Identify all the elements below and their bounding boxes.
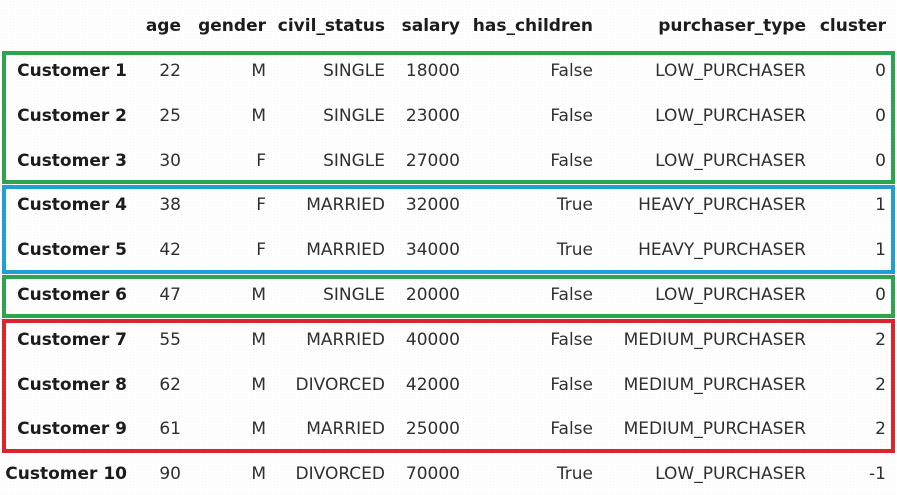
cell-salary: 25000 bbox=[405, 419, 460, 439]
cell-gender: M bbox=[251, 285, 266, 305]
cell-purchaser-type: MEDIUM_PURCHASER bbox=[623, 419, 806, 439]
cell-age: 42 bbox=[159, 240, 181, 260]
cell-cluster: 0 bbox=[875, 106, 886, 126]
cell-age: 55 bbox=[159, 330, 181, 350]
cell-gender: F bbox=[256, 151, 266, 171]
cell-has-children: True bbox=[556, 240, 593, 260]
cluster-1-highlight-box bbox=[2, 185, 895, 274]
row-index-label: Customer 9 bbox=[17, 419, 127, 439]
cell-salary: 34000 bbox=[405, 240, 460, 260]
cell-has-children: False bbox=[550, 375, 593, 395]
cell-has-children: False bbox=[550, 330, 593, 350]
cell-age: 47 bbox=[159, 285, 181, 305]
cell-gender: M bbox=[251, 330, 266, 350]
row-index-label: Customer 5 bbox=[17, 240, 127, 260]
cell-cluster: 2 bbox=[875, 419, 886, 439]
cell-salary: 23000 bbox=[405, 106, 460, 126]
cell-age: 61 bbox=[159, 419, 181, 439]
cell-age: 38 bbox=[159, 195, 181, 215]
cell-civil-status: SINGLE bbox=[323, 151, 385, 171]
cell-salary: 42000 bbox=[405, 375, 460, 395]
cell-civil-status: DIVORCED bbox=[295, 375, 385, 395]
cell-civil-status: MARRIED bbox=[306, 195, 385, 215]
cell-purchaser-type: LOW_PURCHASER bbox=[655, 464, 806, 484]
cell-civil-status: SINGLE bbox=[323, 285, 385, 305]
column-header-civil-status: civil_status bbox=[277, 16, 385, 36]
column-header-purchaser-type: purchaser_type bbox=[658, 16, 806, 36]
cell-cluster: 0 bbox=[875, 285, 886, 305]
cell-salary: 70000 bbox=[405, 464, 460, 484]
cell-civil-status: SINGLE bbox=[323, 61, 385, 81]
row-index-label: Customer 3 bbox=[17, 151, 127, 171]
cell-has-children: False bbox=[550, 151, 593, 171]
cell-civil-status: MARRIED bbox=[306, 419, 385, 439]
cluster-2-highlight-box bbox=[2, 319, 895, 453]
row-index-label: Customer 6 bbox=[17, 285, 127, 305]
cell-cluster: 1 bbox=[875, 240, 886, 260]
cell-age: 25 bbox=[159, 106, 181, 126]
cell-civil-status: SINGLE bbox=[323, 106, 385, 126]
row-index-label: Customer 4 bbox=[17, 195, 127, 215]
column-header-cluster: cluster bbox=[819, 16, 886, 36]
cell-civil-status: MARRIED bbox=[306, 330, 385, 350]
cell-civil-status: MARRIED bbox=[306, 240, 385, 260]
cell-cluster: 1 bbox=[875, 195, 886, 215]
column-header-age: age bbox=[145, 16, 181, 36]
cell-purchaser-type: LOW_PURCHASER bbox=[655, 61, 806, 81]
cell-salary: 32000 bbox=[405, 195, 460, 215]
cell-gender: M bbox=[251, 375, 266, 395]
cell-age: 62 bbox=[159, 375, 181, 395]
cell-purchaser-type: LOW_PURCHASER bbox=[655, 151, 806, 171]
cell-age: 90 bbox=[159, 464, 181, 484]
cluster-0-highlight-box bbox=[2, 275, 895, 318]
cell-purchaser-type: MEDIUM_PURCHASER bbox=[623, 375, 806, 395]
cell-age: 22 bbox=[159, 61, 181, 81]
row-index-label: Customer 2 bbox=[17, 106, 127, 126]
cell-has-children: True bbox=[556, 464, 593, 484]
row-index-label: Customer 8 bbox=[17, 375, 127, 395]
column-header-salary: salary bbox=[401, 16, 460, 36]
cell-salary: 40000 bbox=[405, 330, 460, 350]
cell-gender: M bbox=[251, 106, 266, 126]
cell-cluster: 0 bbox=[875, 151, 886, 171]
cell-cluster: 2 bbox=[875, 375, 886, 395]
row-index-label: Customer 7 bbox=[17, 330, 127, 350]
cell-gender: F bbox=[256, 240, 266, 260]
column-header-gender: gender bbox=[198, 16, 266, 36]
cell-purchaser-type: HEAVY_PURCHASER bbox=[638, 195, 806, 215]
cell-salary: 18000 bbox=[405, 61, 460, 81]
cell-cluster: 2 bbox=[875, 330, 886, 350]
cell-purchaser-type: LOW_PURCHASER bbox=[655, 285, 806, 305]
cell-cluster: -1 bbox=[869, 464, 886, 484]
cell-gender: M bbox=[251, 419, 266, 439]
cell-salary: 27000 bbox=[405, 151, 460, 171]
cell-civil-status: DIVORCED bbox=[295, 464, 385, 484]
cell-has-children: False bbox=[550, 61, 593, 81]
cell-purchaser-type: MEDIUM_PURCHASER bbox=[623, 330, 806, 350]
cell-has-children: False bbox=[550, 419, 593, 439]
cell-cluster: 0 bbox=[875, 61, 886, 81]
cluster-0-highlight-box bbox=[2, 51, 895, 184]
cell-has-children: True bbox=[556, 195, 593, 215]
cell-gender: M bbox=[251, 61, 266, 81]
cell-gender: M bbox=[251, 464, 266, 484]
cell-salary: 20000 bbox=[405, 285, 460, 305]
cell-purchaser-type: LOW_PURCHASER bbox=[655, 106, 806, 126]
row-index-label: Customer 10 bbox=[5, 464, 127, 484]
row-index-label: Customer 1 bbox=[17, 61, 127, 81]
cell-age: 30 bbox=[159, 151, 181, 171]
cell-purchaser-type: HEAVY_PURCHASER bbox=[638, 240, 806, 260]
column-header-has-children: has_children bbox=[472, 16, 593, 36]
cell-has-children: False bbox=[550, 106, 593, 126]
cell-has-children: False bbox=[550, 285, 593, 305]
cell-gender: F bbox=[256, 195, 266, 215]
